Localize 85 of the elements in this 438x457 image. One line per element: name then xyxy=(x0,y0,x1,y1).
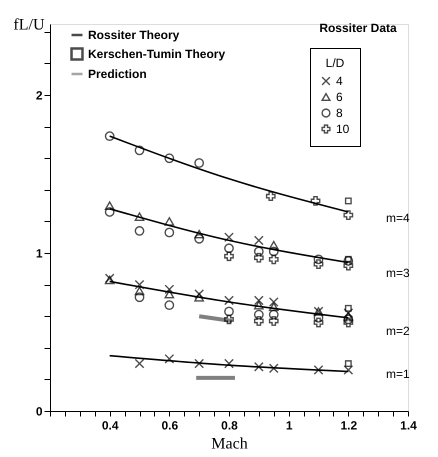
x-tick-label: 0.8 xyxy=(221,418,238,432)
legend-label: 8 xyxy=(336,106,343,120)
point xyxy=(314,254,324,264)
point xyxy=(254,246,264,256)
legend-label: 6 xyxy=(336,90,343,104)
annotation: Rossiter Data xyxy=(319,21,397,35)
annotation: m=2 xyxy=(386,324,410,338)
point xyxy=(314,312,324,323)
point xyxy=(134,286,144,296)
annotation: m=3 xyxy=(386,266,410,280)
point xyxy=(194,358,204,368)
x-tick-label: 0.4 xyxy=(102,418,119,432)
point xyxy=(254,236,264,246)
point xyxy=(224,251,234,262)
point xyxy=(344,256,352,263)
y-tick-label: 2 xyxy=(36,88,43,103)
y-axis-title: fL/U xyxy=(13,16,45,34)
point xyxy=(314,259,324,269)
point xyxy=(254,252,264,263)
point xyxy=(194,230,204,238)
legend-label: Kerschen-Tumin Theory xyxy=(88,47,226,61)
point xyxy=(344,304,352,312)
legend-title: L/D xyxy=(326,56,345,70)
point xyxy=(344,197,352,204)
point xyxy=(268,240,279,250)
legend-label: 10 xyxy=(336,122,350,136)
point xyxy=(194,292,204,302)
point xyxy=(164,228,174,238)
point xyxy=(266,191,276,202)
point xyxy=(343,318,354,328)
annotation: m=4 xyxy=(386,211,410,225)
point xyxy=(343,256,354,266)
point xyxy=(268,316,279,326)
point xyxy=(343,312,354,321)
point xyxy=(164,290,174,298)
point xyxy=(310,196,320,206)
point xyxy=(224,232,234,242)
point xyxy=(194,234,204,244)
point xyxy=(134,145,144,156)
point xyxy=(224,314,234,324)
point xyxy=(104,131,115,142)
point xyxy=(314,365,324,375)
point xyxy=(224,306,234,316)
point xyxy=(343,260,354,271)
point xyxy=(224,243,234,254)
x-tick-label: 0.6 xyxy=(161,418,178,432)
point xyxy=(268,302,279,312)
point xyxy=(164,217,174,226)
point xyxy=(104,273,115,284)
y-tick-label: 0 xyxy=(36,404,43,418)
point xyxy=(254,316,264,326)
point xyxy=(343,210,354,220)
point xyxy=(104,201,115,210)
point xyxy=(343,314,354,324)
point xyxy=(314,318,324,328)
point xyxy=(164,300,174,310)
point xyxy=(268,246,279,256)
point xyxy=(164,153,174,164)
x-tick-label: 1.2 xyxy=(340,418,358,432)
point xyxy=(268,254,279,264)
x-axis-title: Mach xyxy=(211,436,248,452)
point xyxy=(134,292,144,302)
point xyxy=(254,300,264,310)
point xyxy=(343,365,354,375)
legend-label: Prediction xyxy=(88,67,147,81)
point xyxy=(254,296,264,306)
point xyxy=(104,207,115,217)
point xyxy=(134,358,144,368)
point xyxy=(268,297,279,307)
point xyxy=(134,280,144,290)
annotation: m=1 xyxy=(386,367,410,381)
y-tick-label: 1 xyxy=(36,246,43,261)
point xyxy=(268,310,279,320)
point xyxy=(194,158,204,168)
point xyxy=(254,362,264,372)
point xyxy=(254,310,264,320)
point xyxy=(344,360,352,368)
point xyxy=(343,308,354,318)
x-tick-label: 1.4 xyxy=(400,418,418,432)
legend-label: 4 xyxy=(336,74,343,88)
x-tick-label: 1 xyxy=(286,418,293,432)
point xyxy=(134,226,144,236)
legend-label: Rossiter Theory xyxy=(88,28,180,42)
point xyxy=(104,276,115,284)
point xyxy=(134,212,144,222)
